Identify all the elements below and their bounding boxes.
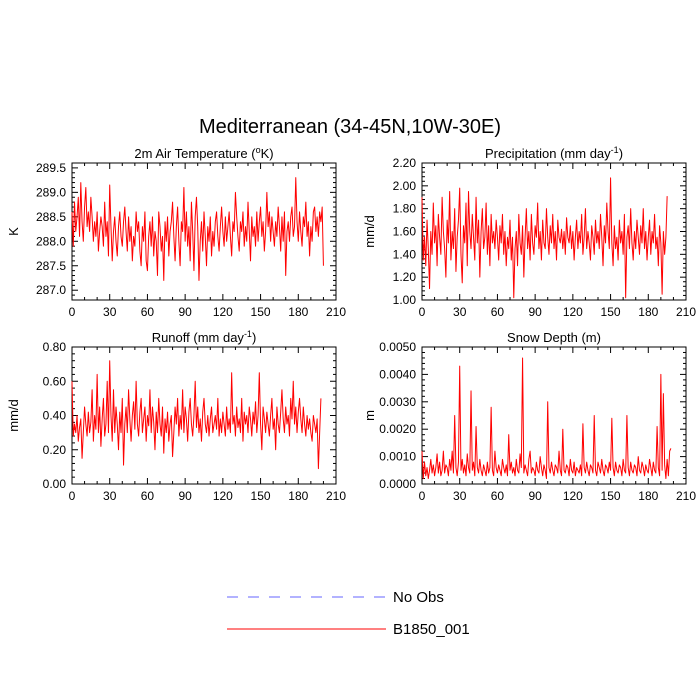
series-line-B1850_001 (421, 357, 672, 480)
panel-title: Precipitation (mm day-1) (485, 145, 623, 161)
y-tick-label: 288.0 (36, 234, 66, 248)
x-tick-label: 30 (103, 305, 117, 319)
y-tick-label: 0.00 (43, 477, 67, 491)
x-tick-label: 90 (528, 305, 542, 319)
x-tick-label: 60 (491, 489, 505, 503)
x-tick-label: 60 (141, 305, 155, 319)
y-tick-label: 288.5 (36, 210, 66, 224)
y-tick-label: 0.0050 (379, 340, 416, 354)
y-tick-label: 1.00 (393, 293, 417, 307)
x-tick-label: 0 (69, 489, 76, 503)
legend-label-1: No Obs (393, 589, 444, 606)
series-line-B1850_001 (71, 177, 324, 281)
y-axis-label: mm/d (362, 215, 377, 248)
x-tick-label: 210 (326, 305, 346, 319)
x-tick-label: 180 (638, 305, 658, 319)
y-tick-label: 1.60 (393, 225, 417, 239)
panel-2: Precipitation (mm day-1) 0 30 60 90 120 150 180… (362, 145, 696, 319)
y-tick-label: 1.20 (393, 270, 417, 284)
y-tick-label: 0.0030 (379, 395, 416, 409)
x-tick-label: 0 (69, 305, 76, 319)
panels: 2m Air Temperature (oK) 0 30 60 90 120 150 180 2… (6, 145, 696, 503)
x-tick-label: 210 (676, 305, 696, 319)
y-tick-label: 0.80 (43, 340, 67, 354)
y-axis-label: K (6, 227, 21, 236)
x-tick-label: 180 (288, 489, 308, 503)
x-tick-label: 90 (528, 489, 542, 503)
x-tick-label: 150 (601, 305, 621, 319)
panel-4: Snow Depth (m) 0 30 60 90 120 150 180 210 0.0000 0… (362, 330, 696, 503)
panel-title: Runoff (mm day-1) (152, 329, 257, 345)
y-tick-label: 287.0 (36, 283, 66, 297)
x-tick-label: 30 (453, 305, 467, 319)
x-tick-label: 60 (141, 489, 155, 503)
y-tick-label: 0.60 (43, 374, 67, 388)
series-line-B1850_001 (71, 360, 322, 470)
x-tick-label: 180 (638, 489, 658, 503)
y-axis-label: mm/d (6, 399, 21, 432)
y-tick-label: 0.20 (43, 443, 67, 457)
figure-title: Mediterranean (34-45N,10W-30E) (199, 116, 501, 138)
x-tick-label: 120 (213, 489, 233, 503)
y-tick-label: 2.00 (393, 179, 417, 193)
legend-label-2: B1850_001 (393, 621, 470, 638)
y-tick-label: 0.0040 (379, 367, 416, 381)
y-tick-label: 2.20 (393, 156, 417, 170)
x-tick-label: 120 (213, 305, 233, 319)
x-tick-label: 120 (563, 489, 583, 503)
x-tick-label: 150 (251, 489, 271, 503)
x-tick-label: 90 (178, 489, 192, 503)
x-tick-label: 180 (288, 305, 308, 319)
x-tick-label: 90 (178, 305, 192, 319)
y-axis-label: m (362, 410, 377, 421)
y-tick-label: 287.5 (36, 259, 66, 273)
x-tick-label: 60 (491, 305, 505, 319)
panel-3: Runoff (mm day-1) 0 30 60 90 120 150 180 210 0.00… (6, 329, 346, 503)
x-tick-label: 0 (419, 305, 426, 319)
x-tick-label: 0 (419, 489, 426, 503)
plot-frame (421, 346, 687, 485)
x-tick-label: 210 (676, 489, 696, 503)
series-line-B1850_001 (421, 177, 668, 299)
x-tick-label: 30 (453, 489, 467, 503)
y-tick-label: 289.0 (36, 185, 66, 199)
y-tick-label: 0.40 (43, 409, 67, 423)
y-tick-label: 1.80 (393, 202, 417, 216)
y-tick-label: 0.0000 (379, 477, 416, 491)
panel-title: 2m Air Temperature (oK) (134, 145, 273, 161)
x-tick-label: 30 (103, 489, 117, 503)
panel-1: 2m Air Temperature (oK) 0 30 60 90 120 150 180 2… (6, 145, 346, 319)
x-tick-label: 150 (601, 489, 621, 503)
x-tick-label: 150 (251, 305, 271, 319)
panel-title: Snow Depth (m) (507, 330, 601, 345)
y-tick-label: 1.40 (393, 247, 417, 261)
x-tick-label: 120 (563, 305, 583, 319)
y-tick-label: 289.5 (36, 161, 66, 175)
y-tick-label: 0.0010 (379, 450, 416, 464)
legend: No Obs B1850_001 (227, 589, 470, 638)
y-tick-label: 0.0020 (379, 422, 416, 436)
x-tick-label: 210 (326, 489, 346, 503)
